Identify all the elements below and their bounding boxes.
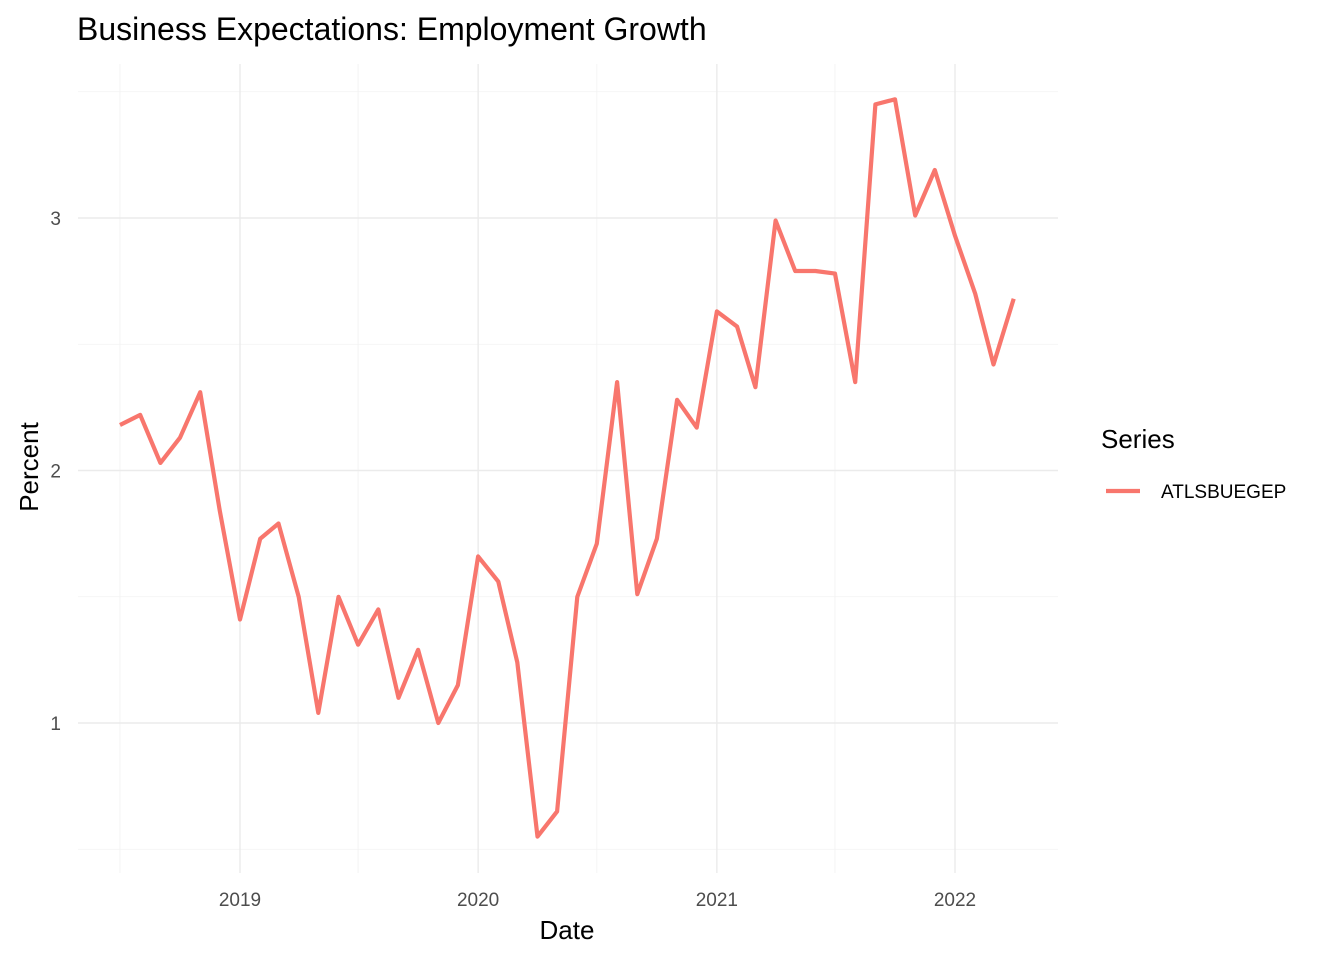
x-axis-ticks: 2019 2020 2021 2022: [219, 890, 976, 911]
y-tick-label: 1: [50, 714, 61, 735]
grid: [78, 64, 1058, 873]
x-tick-label: 2021: [696, 890, 738, 911]
y-axis-title: Percent: [14, 421, 44, 511]
chart-title: Business Expectations: Employment Growth: [77, 11, 707, 47]
y-axis-ticks: 1 2 3: [50, 209, 61, 735]
legend-label: ATLSBUEGEP: [1161, 482, 1286, 503]
series-lines: [119, 97, 1016, 839]
x-tick-label: 2022: [934, 890, 976, 911]
legend-title: Series: [1101, 424, 1175, 454]
x-axis-title: Date: [540, 915, 595, 945]
legend-entries: ATLSBUEGEP: [1106, 482, 1286, 503]
series-line-atlsbuegep: [119, 97, 1016, 839]
legend: Series ATLSBUEGEP: [1101, 424, 1286, 503]
x-tick-label: 2020: [457, 890, 499, 911]
y-tick-label: 2: [50, 462, 61, 483]
x-tick-label: 2019: [219, 890, 261, 911]
y-tick-label: 3: [50, 209, 61, 230]
